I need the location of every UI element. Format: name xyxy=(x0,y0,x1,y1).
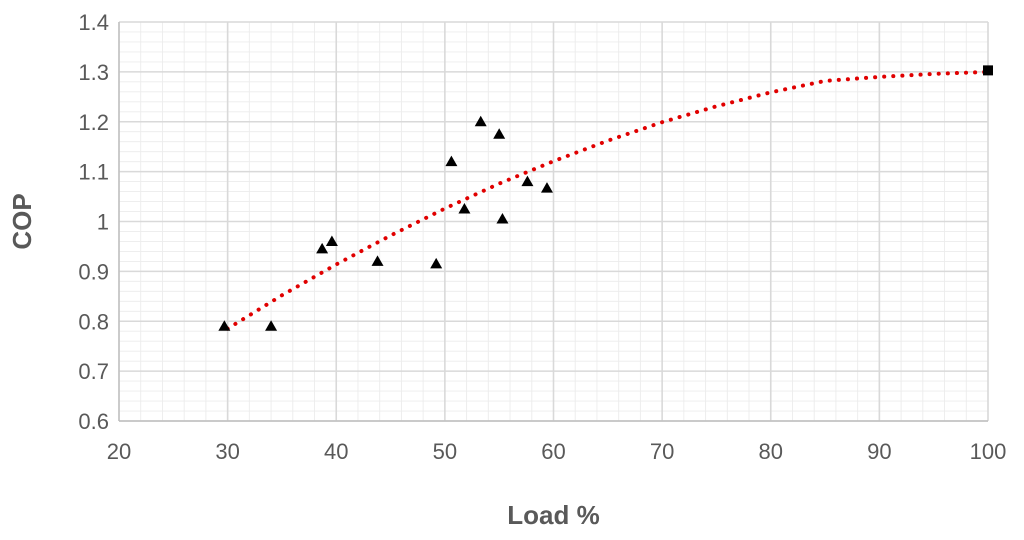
trendline-group xyxy=(225,69,990,331)
data-point-triangle xyxy=(316,242,329,254)
y-tick-label: 0.7 xyxy=(78,359,109,384)
axes xyxy=(118,22,988,422)
data-point-triangle xyxy=(445,155,458,167)
trendline xyxy=(225,69,990,331)
data-point-triangle xyxy=(325,235,338,246)
x-tick-label: 70 xyxy=(650,439,674,464)
data-point-triangle xyxy=(371,255,384,266)
data-point-triangle xyxy=(521,175,534,187)
x-tick-label: 40 xyxy=(324,439,348,464)
x-axis-title: Load % xyxy=(507,500,599,530)
x-tick-label: 20 xyxy=(107,439,131,464)
x-tick-label: 60 xyxy=(541,439,565,464)
y-tick-labels: 0.6 0.7 0.8 0.9 1 1.1 1.2 1.3 1.4 xyxy=(78,10,109,434)
data-point-triangle xyxy=(218,320,231,331)
y-tick-label: 1 xyxy=(97,210,109,235)
data-points xyxy=(218,65,993,331)
x-tick-label: 90 xyxy=(867,439,891,464)
x-tick-label: 100 xyxy=(970,439,1007,464)
x-tick-label: 80 xyxy=(759,439,783,464)
y-tick-label: 0.6 xyxy=(78,409,109,434)
data-point-triangle xyxy=(430,257,443,269)
y-tick-label: 1.2 xyxy=(78,110,109,135)
data-point-triangle xyxy=(458,203,471,214)
data-point-triangle xyxy=(474,115,487,127)
y-tick-label: 0.9 xyxy=(78,259,109,284)
x-tick-label: 50 xyxy=(433,439,457,464)
y-tick-label: 1.3 xyxy=(78,60,109,85)
data-point-triangle xyxy=(496,213,509,224)
y-tick-label: 1.1 xyxy=(78,160,109,185)
data-point-triangle xyxy=(540,182,553,193)
y-tick-label: 0.8 xyxy=(78,309,109,334)
data-point-triangle xyxy=(265,320,278,331)
y-axis-title: COP xyxy=(7,193,37,249)
data-point-triangle xyxy=(493,128,506,139)
x-tick-labels: 20 30 40 50 60 70 80 90 100 xyxy=(107,439,1007,464)
data-point-square xyxy=(983,65,993,76)
x-tick-label: 30 xyxy=(215,439,239,464)
y-tick-label: 1.4 xyxy=(78,10,109,35)
